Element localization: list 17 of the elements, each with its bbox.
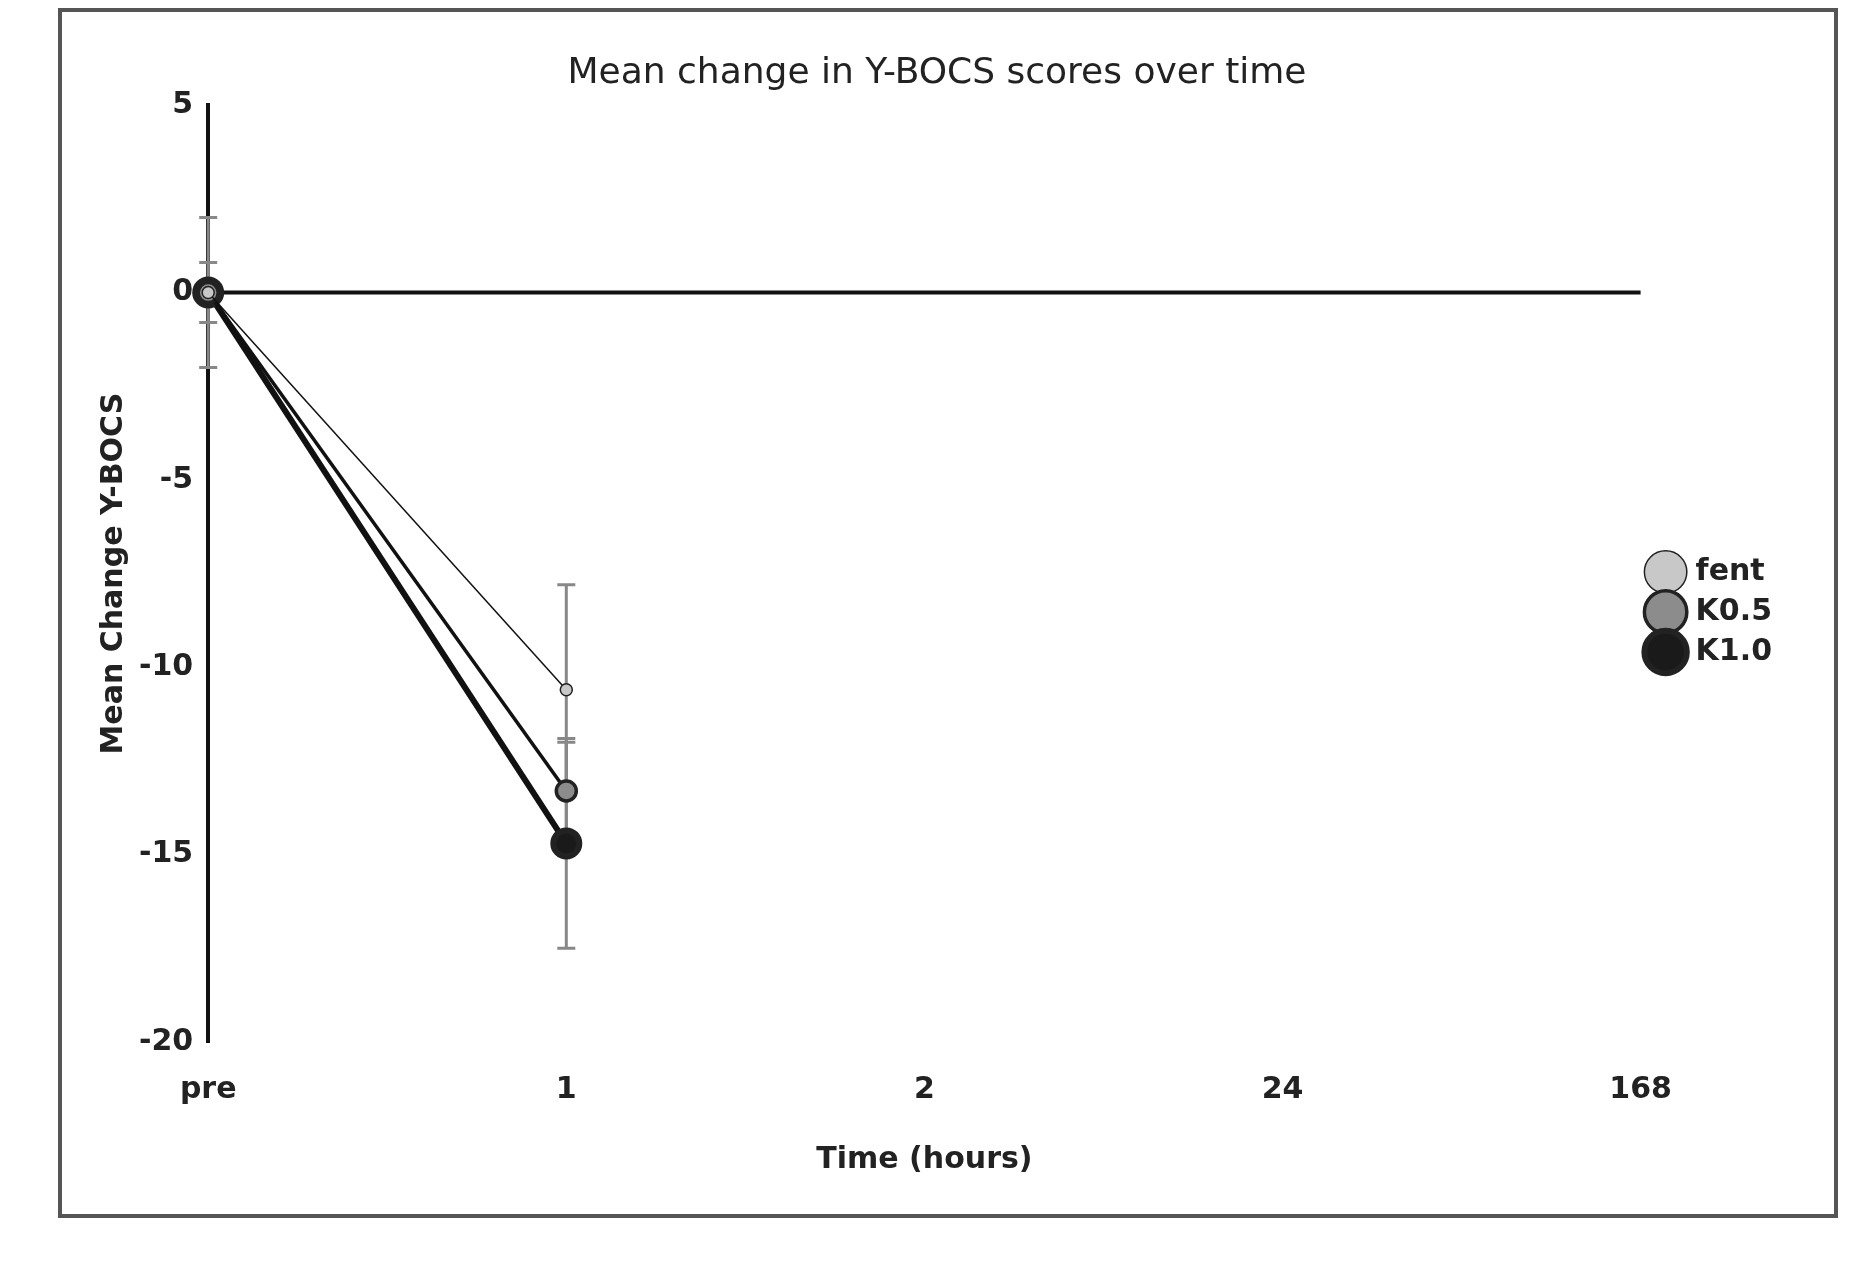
legend-label: K0.5 [1695,591,1773,627]
y-tick-label: -5 [159,459,194,495]
x-tick-label: 1 [555,1069,577,1105]
y-tick-label: 5 [172,85,194,120]
x-tick-label: 168 [1609,1069,1672,1105]
y-tick-label: -15 [139,834,194,870]
legend-label: fent [1695,551,1765,587]
legend-label: K1.0 [1695,631,1773,667]
y-tick-label: 0 [172,272,194,308]
x-axis-title: Time (hours) [816,1139,1033,1175]
x-tick-label: 24 [1261,1069,1304,1105]
x-tick-label: pre [179,1069,237,1105]
x-tick-label: 2 [913,1069,935,1105]
y-axis-title: Mean Change Y-BOCS [93,392,129,755]
chart-title: Mean change in Y-BOCS scores over time [567,49,1307,91]
y-tick-label: -10 [139,647,194,683]
y-tick-label: -20 [139,1021,194,1057]
